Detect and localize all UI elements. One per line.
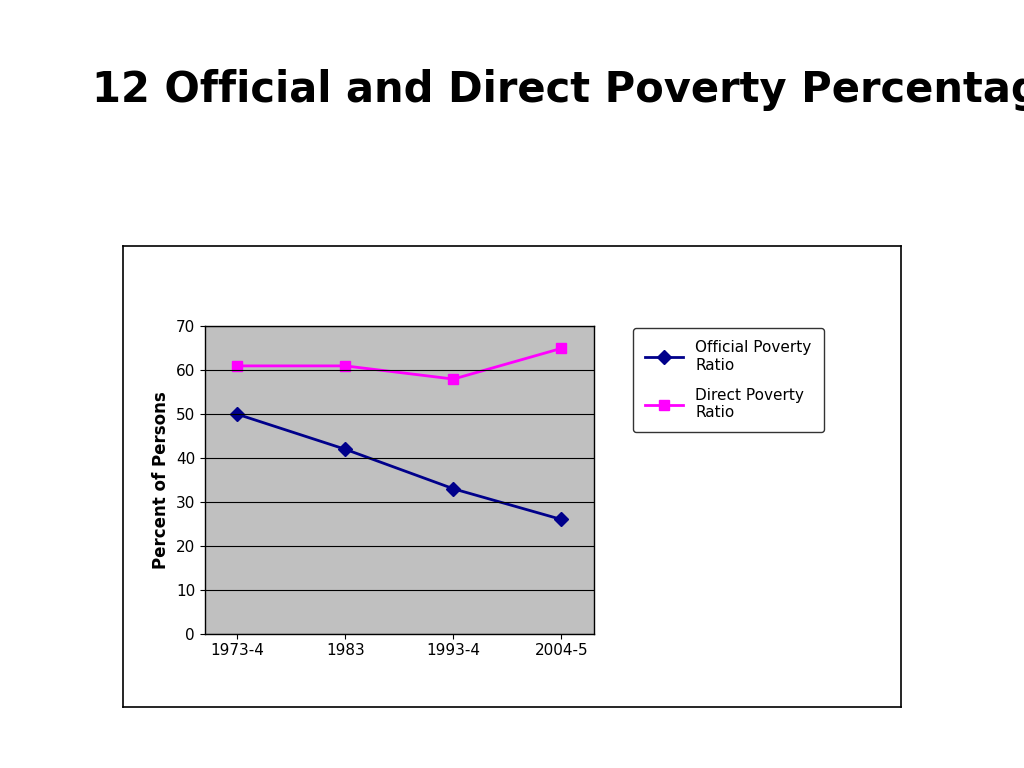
Line: Official Poverty
Ratio: Official Poverty Ratio (232, 409, 566, 525)
Text: 12 Official and Direct Poverty Percentages,Urban: 12 Official and Direct Poverty Percentag… (92, 69, 1024, 111)
Official Poverty
Ratio (339, 445, 351, 454)
Y-axis label: Percent of Persons: Percent of Persons (153, 391, 170, 569)
Line: Direct Poverty
Ratio: Direct Poverty Ratio (232, 343, 566, 384)
Direct Poverty
Ratio (447, 375, 460, 384)
Direct Poverty
Ratio (231, 361, 244, 370)
Direct Poverty
Ratio (555, 344, 567, 353)
Official Poverty
Ratio (231, 409, 244, 419)
Legend: Official Poverty
Ratio, Direct Poverty
Ratio: Official Poverty Ratio, Direct Poverty R… (633, 328, 823, 432)
Direct Poverty
Ratio (339, 361, 351, 370)
Official Poverty
Ratio (555, 515, 567, 524)
Official Poverty
Ratio (447, 484, 460, 493)
